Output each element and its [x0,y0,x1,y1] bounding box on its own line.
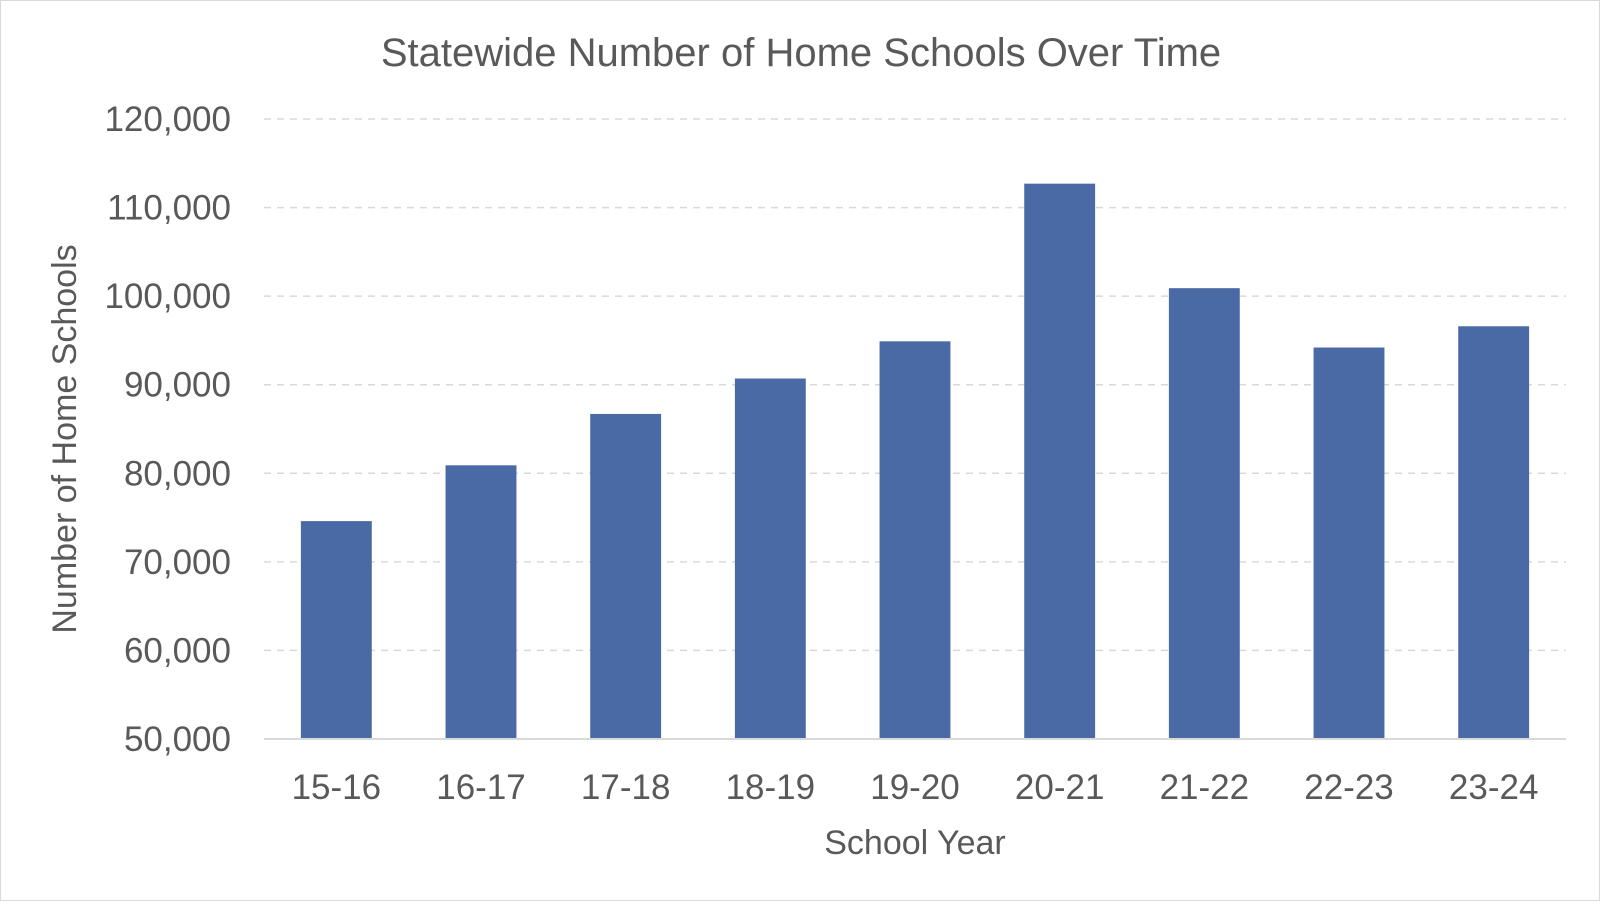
bar-17-18 [590,413,662,739]
x-tick-label: 23-24 [1449,768,1539,807]
y-tick-label: 120,000 [104,100,231,139]
bar-19-20 [879,341,951,739]
x-axis-ticks: 15-16 16-17 17-18 18-19 19-20 20-21 21-22 22-23… [292,768,1539,807]
bars [300,183,1530,739]
x-tick-label: 17-18 [581,768,671,807]
x-tick-label: 16-17 [436,768,526,807]
x-tick-label: 18-19 [726,768,816,807]
y-tick-label: 100,000 [104,277,231,316]
x-tick-label: 19-20 [870,768,960,807]
bar-21-22 [1168,288,1240,739]
y-tick-label: 70,000 [124,543,231,582]
bar-15-16 [300,521,372,739]
bar-23-24 [1458,326,1530,739]
y-tick-label: 110,000 [107,189,231,228]
x-tick-label: 21-22 [1160,768,1250,807]
bar-22-23 [1313,347,1385,739]
x-tick-label: 15-16 [292,768,382,807]
y-tick-label: 80,000 [124,454,231,493]
x-axis-title: School Year [824,824,1006,862]
chart-title: Statewide Number of Home Schools Over Ti… [381,31,1221,75]
y-tick-label: 90,000 [124,366,231,405]
x-tick-label: 22-23 [1304,768,1394,807]
y-axis-title: Number of Home Schools [46,244,84,633]
bar-20-21 [1024,183,1096,739]
y-tick-label: 50,000 [124,720,231,759]
y-tick-label: 60,000 [124,631,231,670]
bar-18-19 [734,378,806,739]
x-tick-label: 20-21 [1015,768,1105,807]
y-axis-ticks: 50,000 60,000 70,000 80,000 90,000 100,000 110… [104,100,231,759]
bar-16-17 [445,465,517,739]
